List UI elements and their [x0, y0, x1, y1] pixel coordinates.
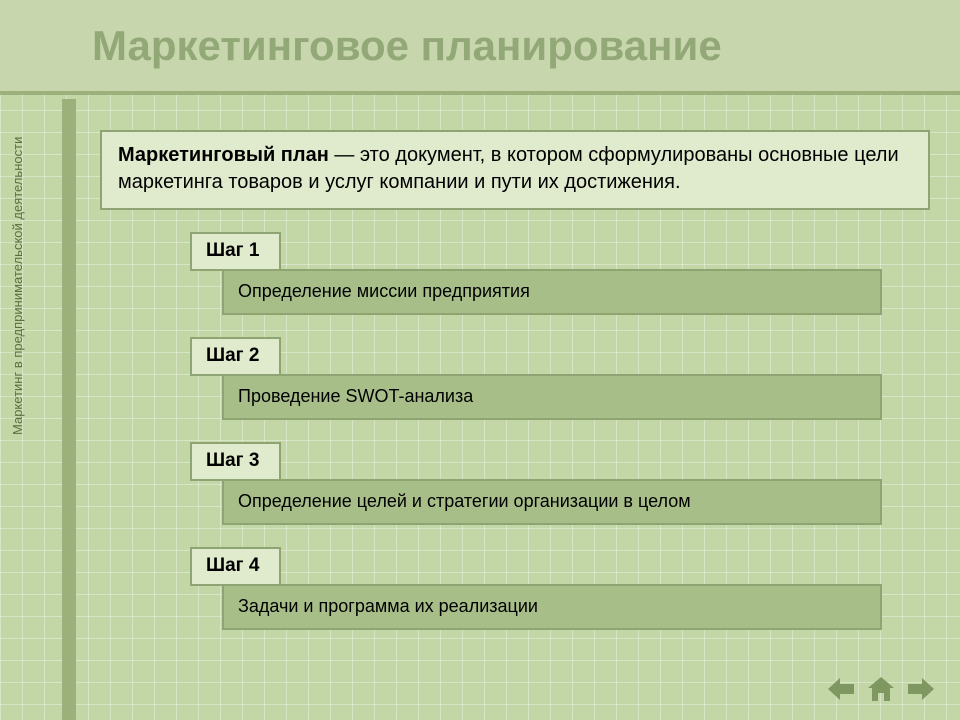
arrow-left-icon	[828, 678, 854, 700]
step-item: Шаг 1 Определение миссии предприятия	[190, 232, 900, 315]
step-item: Шаг 3 Определение целей и стратегии орга…	[190, 442, 900, 525]
step-item: Шаг 2 Проведение SWOT-анализа	[190, 337, 900, 420]
step-label: Шаг 4	[190, 547, 281, 586]
content-area: Маркетинговый план — это документ, в кот…	[100, 130, 930, 652]
arrow-right-icon	[908, 678, 934, 700]
step-desc: Задачи и программа их реализации	[222, 584, 882, 630]
step-desc: Проведение SWOT-анализа	[222, 374, 882, 420]
step-label: Шаг 1	[190, 232, 281, 271]
definition-term: Маркетинговый план	[118, 144, 329, 166]
next-button[interactable]	[906, 676, 936, 702]
prev-button[interactable]	[826, 676, 856, 702]
home-icon	[868, 677, 894, 701]
step-desc: Определение целей и стратегии организаци…	[222, 479, 882, 525]
title-bar: Маркетинговое планирование	[0, 0, 960, 95]
home-button[interactable]	[866, 676, 896, 702]
side-stripe	[62, 99, 76, 720]
step-label: Шаг 2	[190, 337, 281, 376]
page-title: Маркетинговое планирование	[92, 22, 722, 70]
step-desc: Определение миссии предприятия	[222, 269, 882, 315]
step-label: Шаг 3	[190, 442, 281, 481]
steps-list: Шаг 1 Определение миссии предприятия Шаг…	[100, 232, 930, 630]
nav-icons	[826, 676, 936, 702]
side-label: Маркетинг в предпринимательской деятельн…	[10, 137, 25, 435]
definition-box: Маркетинговый план — это документ, в кот…	[100, 130, 930, 210]
step-item: Шаг 4 Задачи и программа их реализации	[190, 547, 900, 630]
